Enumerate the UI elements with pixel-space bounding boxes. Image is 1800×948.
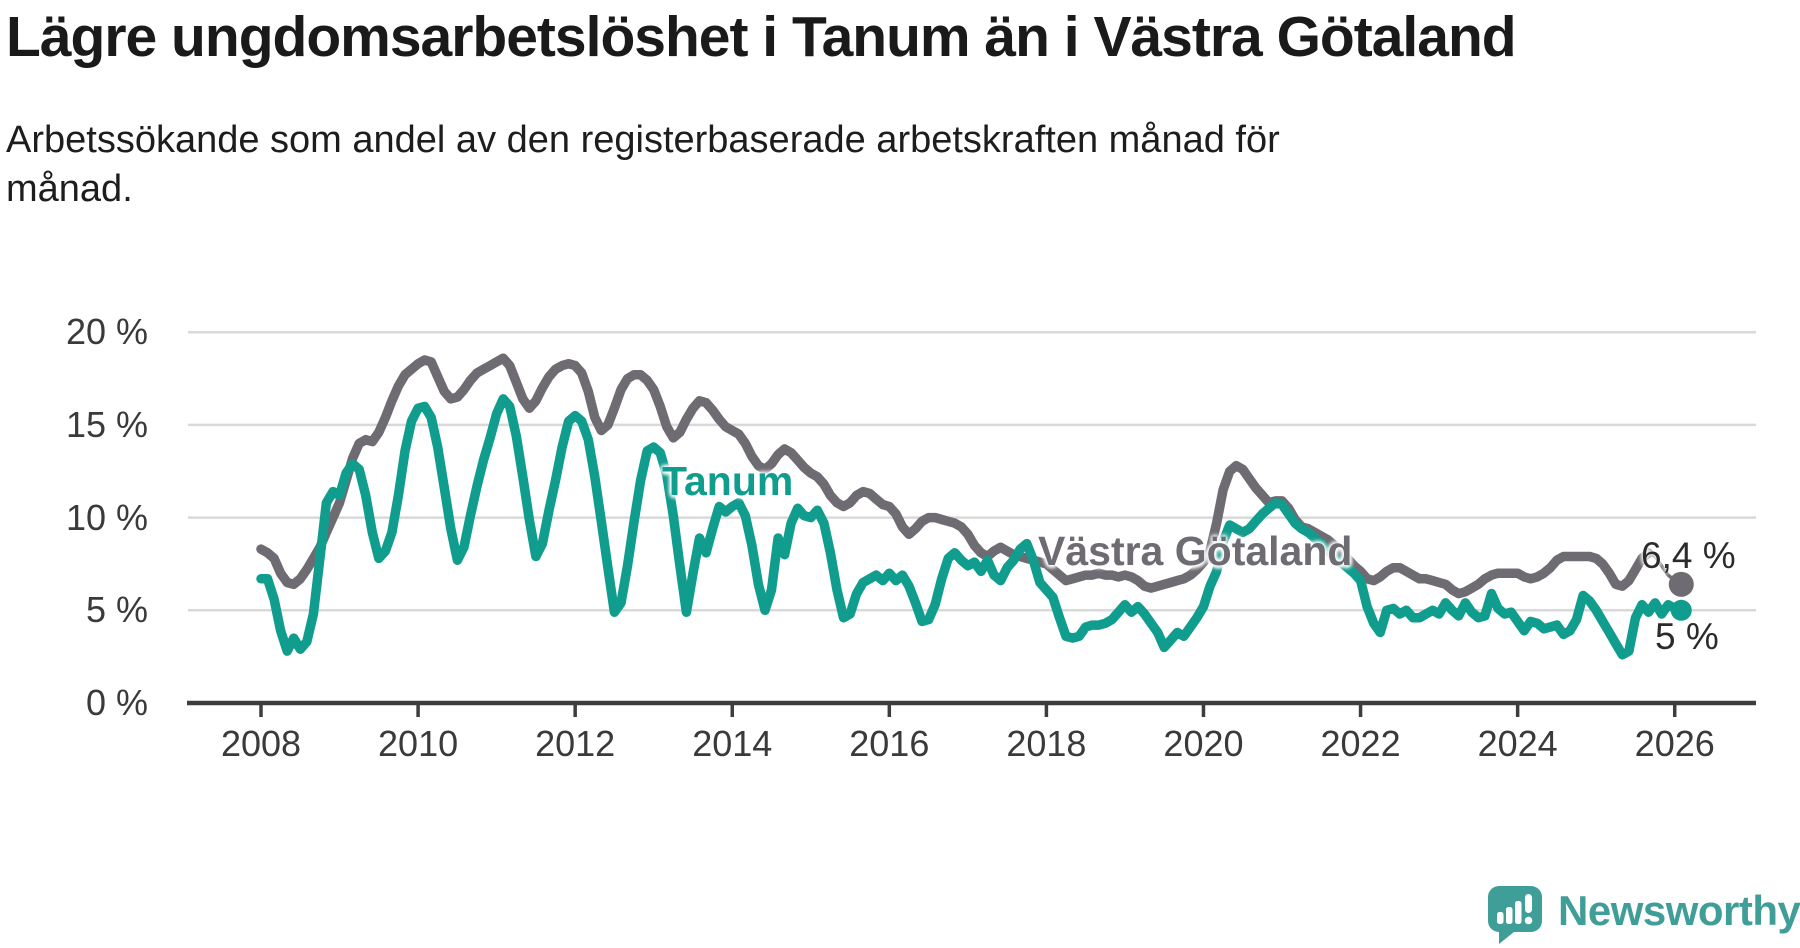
end-value-label-tanum: 5 % <box>1655 616 1719 657</box>
x-tick-label: 2020 <box>1163 723 1244 764</box>
x-tick-label: 2008 <box>220 723 302 764</box>
x-tick-label: 2026 <box>1634 723 1715 764</box>
tanum-line <box>256 394 1687 660</box>
y-tick-label: 0 % <box>85 682 148 723</box>
page-title: Lägre ungdomsarbetslöshet i Tanum än i V… <box>6 5 1517 69</box>
x-tick-label: 2022 <box>1320 723 1401 764</box>
vastra-gotaland-end-dot <box>1668 571 1694 597</box>
y-tick-label: 20 % <box>65 311 148 353</box>
x-tick-label: 2010 <box>378 723 459 764</box>
x-tick-label: 2012 <box>535 723 616 764</box>
y-tick-label: 5 % <box>85 589 148 631</box>
y-tick-label: 15 % <box>65 403 148 445</box>
speech-bubble-bar-chart-icon <box>1488 886 1542 944</box>
series-label-tanum: Tanum <box>662 458 794 504</box>
series-label-vastra-gotaland: Västra Götaland <box>1038 528 1353 574</box>
chart-subtitle: Arbetssökande som andel av den registerb… <box>6 116 1566 215</box>
y-tick-label: 10 % <box>65 496 148 538</box>
x-axis-ticks <box>259 703 1677 717</box>
subtitle-line-2: månad. <box>6 168 133 211</box>
vastra-gotaland-line <box>256 353 1654 599</box>
tanum-end-dot <box>1670 599 1692 621</box>
end-value-label-vastra-gotaland: 6,4 % <box>1641 535 1736 576</box>
x-tick-label: 2018 <box>1006 723 1087 764</box>
subtitle-line-1: Arbetssökande som andel av den registerb… <box>6 119 1280 161</box>
newsworthy-logo: Newsworthy <box>1486 884 1800 946</box>
x-tick-label: 2016 <box>849 723 930 764</box>
x-tick-label: 2014 <box>692 723 773 764</box>
x-tick-label: 2024 <box>1477 723 1558 764</box>
logo-text: Newsworthy <box>1558 887 1800 934</box>
